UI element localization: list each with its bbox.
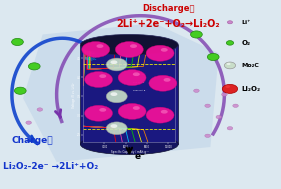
Ellipse shape <box>106 58 127 71</box>
Ellipse shape <box>205 134 210 137</box>
Ellipse shape <box>106 122 127 135</box>
Ellipse shape <box>110 60 117 64</box>
Ellipse shape <box>225 85 230 88</box>
Ellipse shape <box>80 134 178 155</box>
Ellipse shape <box>222 84 238 93</box>
Text: O₂: O₂ <box>241 40 250 46</box>
Ellipse shape <box>191 31 202 38</box>
Ellipse shape <box>130 44 137 48</box>
Ellipse shape <box>207 53 219 60</box>
Ellipse shape <box>85 71 112 88</box>
Ellipse shape <box>161 48 168 52</box>
Ellipse shape <box>146 45 174 61</box>
Ellipse shape <box>227 127 233 130</box>
Ellipse shape <box>227 21 232 24</box>
Ellipse shape <box>225 62 235 69</box>
Polygon shape <box>23 23 219 162</box>
Ellipse shape <box>133 106 140 110</box>
Ellipse shape <box>14 87 26 94</box>
Text: Charge：: Charge： <box>12 136 53 145</box>
Text: Li⁺: Li⁺ <box>241 20 251 25</box>
Ellipse shape <box>118 103 146 119</box>
Ellipse shape <box>146 107 174 123</box>
Ellipse shape <box>106 90 127 103</box>
Text: Discharge：: Discharge： <box>142 4 195 12</box>
Ellipse shape <box>133 72 140 76</box>
Ellipse shape <box>216 115 222 119</box>
Ellipse shape <box>37 108 43 111</box>
Ellipse shape <box>161 110 168 114</box>
Ellipse shape <box>85 105 112 121</box>
Ellipse shape <box>96 44 103 48</box>
Text: Mo₂C: Mo₂C <box>241 63 259 68</box>
Ellipse shape <box>110 124 117 128</box>
Ellipse shape <box>28 63 40 70</box>
Bar <box>80 45 178 144</box>
Ellipse shape <box>194 89 199 92</box>
Ellipse shape <box>12 38 23 46</box>
Ellipse shape <box>80 34 178 55</box>
Text: Li₂O₂: Li₂O₂ <box>241 86 260 92</box>
Ellipse shape <box>226 63 230 65</box>
Ellipse shape <box>118 70 146 86</box>
Ellipse shape <box>99 108 106 112</box>
Ellipse shape <box>233 104 238 107</box>
Ellipse shape <box>149 75 177 91</box>
Ellipse shape <box>222 93 227 96</box>
Ellipse shape <box>26 121 31 124</box>
Ellipse shape <box>205 104 210 107</box>
Ellipse shape <box>115 42 143 57</box>
Ellipse shape <box>110 92 117 96</box>
Ellipse shape <box>82 42 110 57</box>
Ellipse shape <box>226 41 234 45</box>
Ellipse shape <box>99 74 106 78</box>
Text: 2Li⁺+2e⁻+O₂→Li₂O₂: 2Li⁺+2e⁻+O₂→Li₂O₂ <box>117 19 220 29</box>
Text: Li₂O₂-2e⁻ →2Li⁺+O₂: Li₂O₂-2e⁻ →2Li⁺+O₂ <box>3 162 99 171</box>
Ellipse shape <box>164 78 171 82</box>
Text: e⁻: e⁻ <box>135 152 146 161</box>
